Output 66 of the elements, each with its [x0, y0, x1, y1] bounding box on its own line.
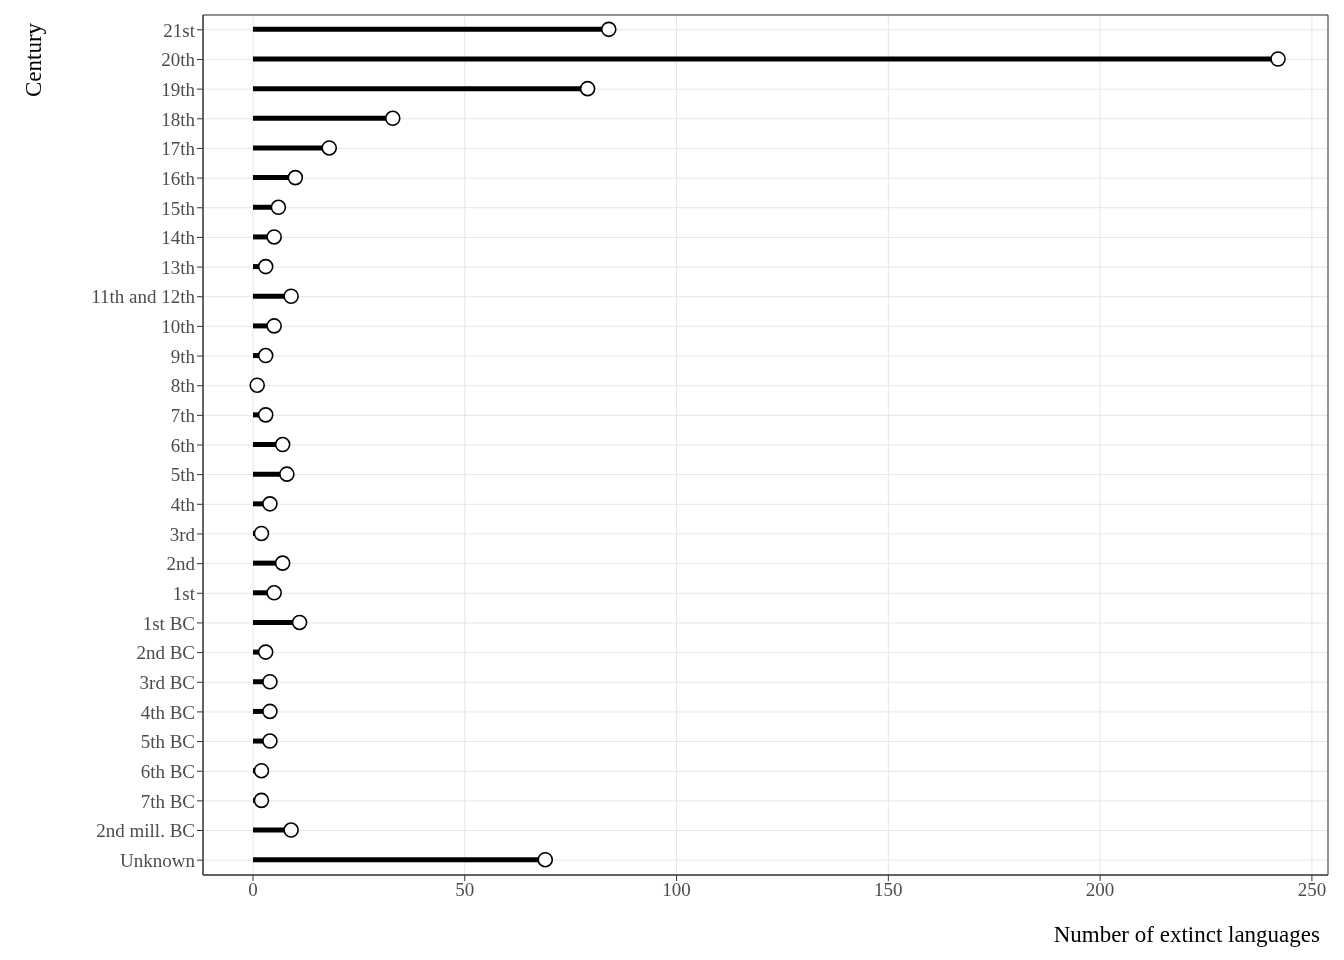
point	[291, 614, 308, 631]
y-tick-label: 6th	[170, 434, 196, 456]
y-tick-label: 3rd	[169, 523, 196, 545]
x-axis-title: Number of extinct languages	[1053, 922, 1321, 947]
y-tick-label: 17th	[161, 138, 196, 160]
point	[266, 229, 282, 245]
y-tick-label: 20th	[161, 49, 196, 71]
point	[249, 377, 266, 394]
point	[279, 466, 295, 482]
y-tick-label: Unknown	[120, 849, 196, 871]
x-tick-label: 50	[455, 879, 475, 901]
y-tick-label: 2nd BC	[136, 642, 195, 664]
y-tick-label: 8th	[170, 375, 196, 397]
y-tick-label: 19th	[161, 78, 196, 100]
point	[257, 407, 274, 423]
point	[257, 258, 274, 275]
point	[1270, 51, 1286, 67]
y-tick-label: 11th and 12th	[91, 286, 196, 308]
y-tick-label: 10th	[161, 316, 196, 338]
y-tick-label: 18th	[161, 108, 196, 130]
y-tick-label: 16th	[161, 167, 196, 189]
y-tick-label: 6th BC	[140, 760, 195, 782]
y-tick-label: 13th	[161, 256, 196, 278]
point	[283, 822, 299, 838]
x-tick-label: 100	[662, 879, 691, 901]
y-tick-label: 9th	[170, 345, 196, 367]
y-tick-label: 5th BC	[140, 731, 195, 753]
y-tick-label: 4th BC	[140, 701, 195, 723]
y-tick-label: 7th	[170, 405, 196, 427]
point	[321, 140, 338, 156]
y-tick-label: 2nd	[166, 553, 196, 575]
x-tick-label: 250	[1297, 879, 1327, 901]
y-tick-label: 3rd BC	[139, 671, 195, 693]
point	[262, 673, 278, 690]
point	[537, 851, 554, 868]
y-tick-label: 14th	[161, 227, 196, 249]
point	[257, 347, 274, 364]
point	[253, 762, 270, 779]
x-tick-label: 0	[248, 879, 258, 901]
point	[253, 525, 270, 542]
point	[274, 436, 291, 453]
point	[266, 318, 282, 334]
point	[262, 703, 278, 720]
point	[283, 288, 299, 305]
point	[270, 199, 287, 216]
point	[600, 21, 617, 38]
y-tick-label: 2nd mill. BC	[96, 820, 195, 842]
y-tick-label: 1st BC	[142, 612, 195, 634]
point	[262, 733, 278, 749]
y-tick-label: 15th	[161, 197, 196, 219]
point	[579, 80, 596, 97]
x-tick-label: 150	[874, 879, 903, 901]
y-tick-label: 5th	[170, 464, 196, 486]
x-tick-label: 200	[1085, 879, 1115, 901]
point	[262, 496, 278, 512]
point	[253, 792, 270, 809]
point	[266, 584, 282, 601]
y-tick-label: 7th BC	[140, 790, 195, 812]
y-tick-label: 1st	[172, 583, 196, 605]
point	[257, 644, 274, 660]
y-axis-title: Century	[20, 22, 46, 98]
point	[384, 110, 401, 127]
point	[274, 555, 291, 571]
y-tick-label: 21st	[163, 19, 196, 41]
point	[287, 169, 304, 186]
y-tick-label: 4th	[170, 494, 196, 516]
